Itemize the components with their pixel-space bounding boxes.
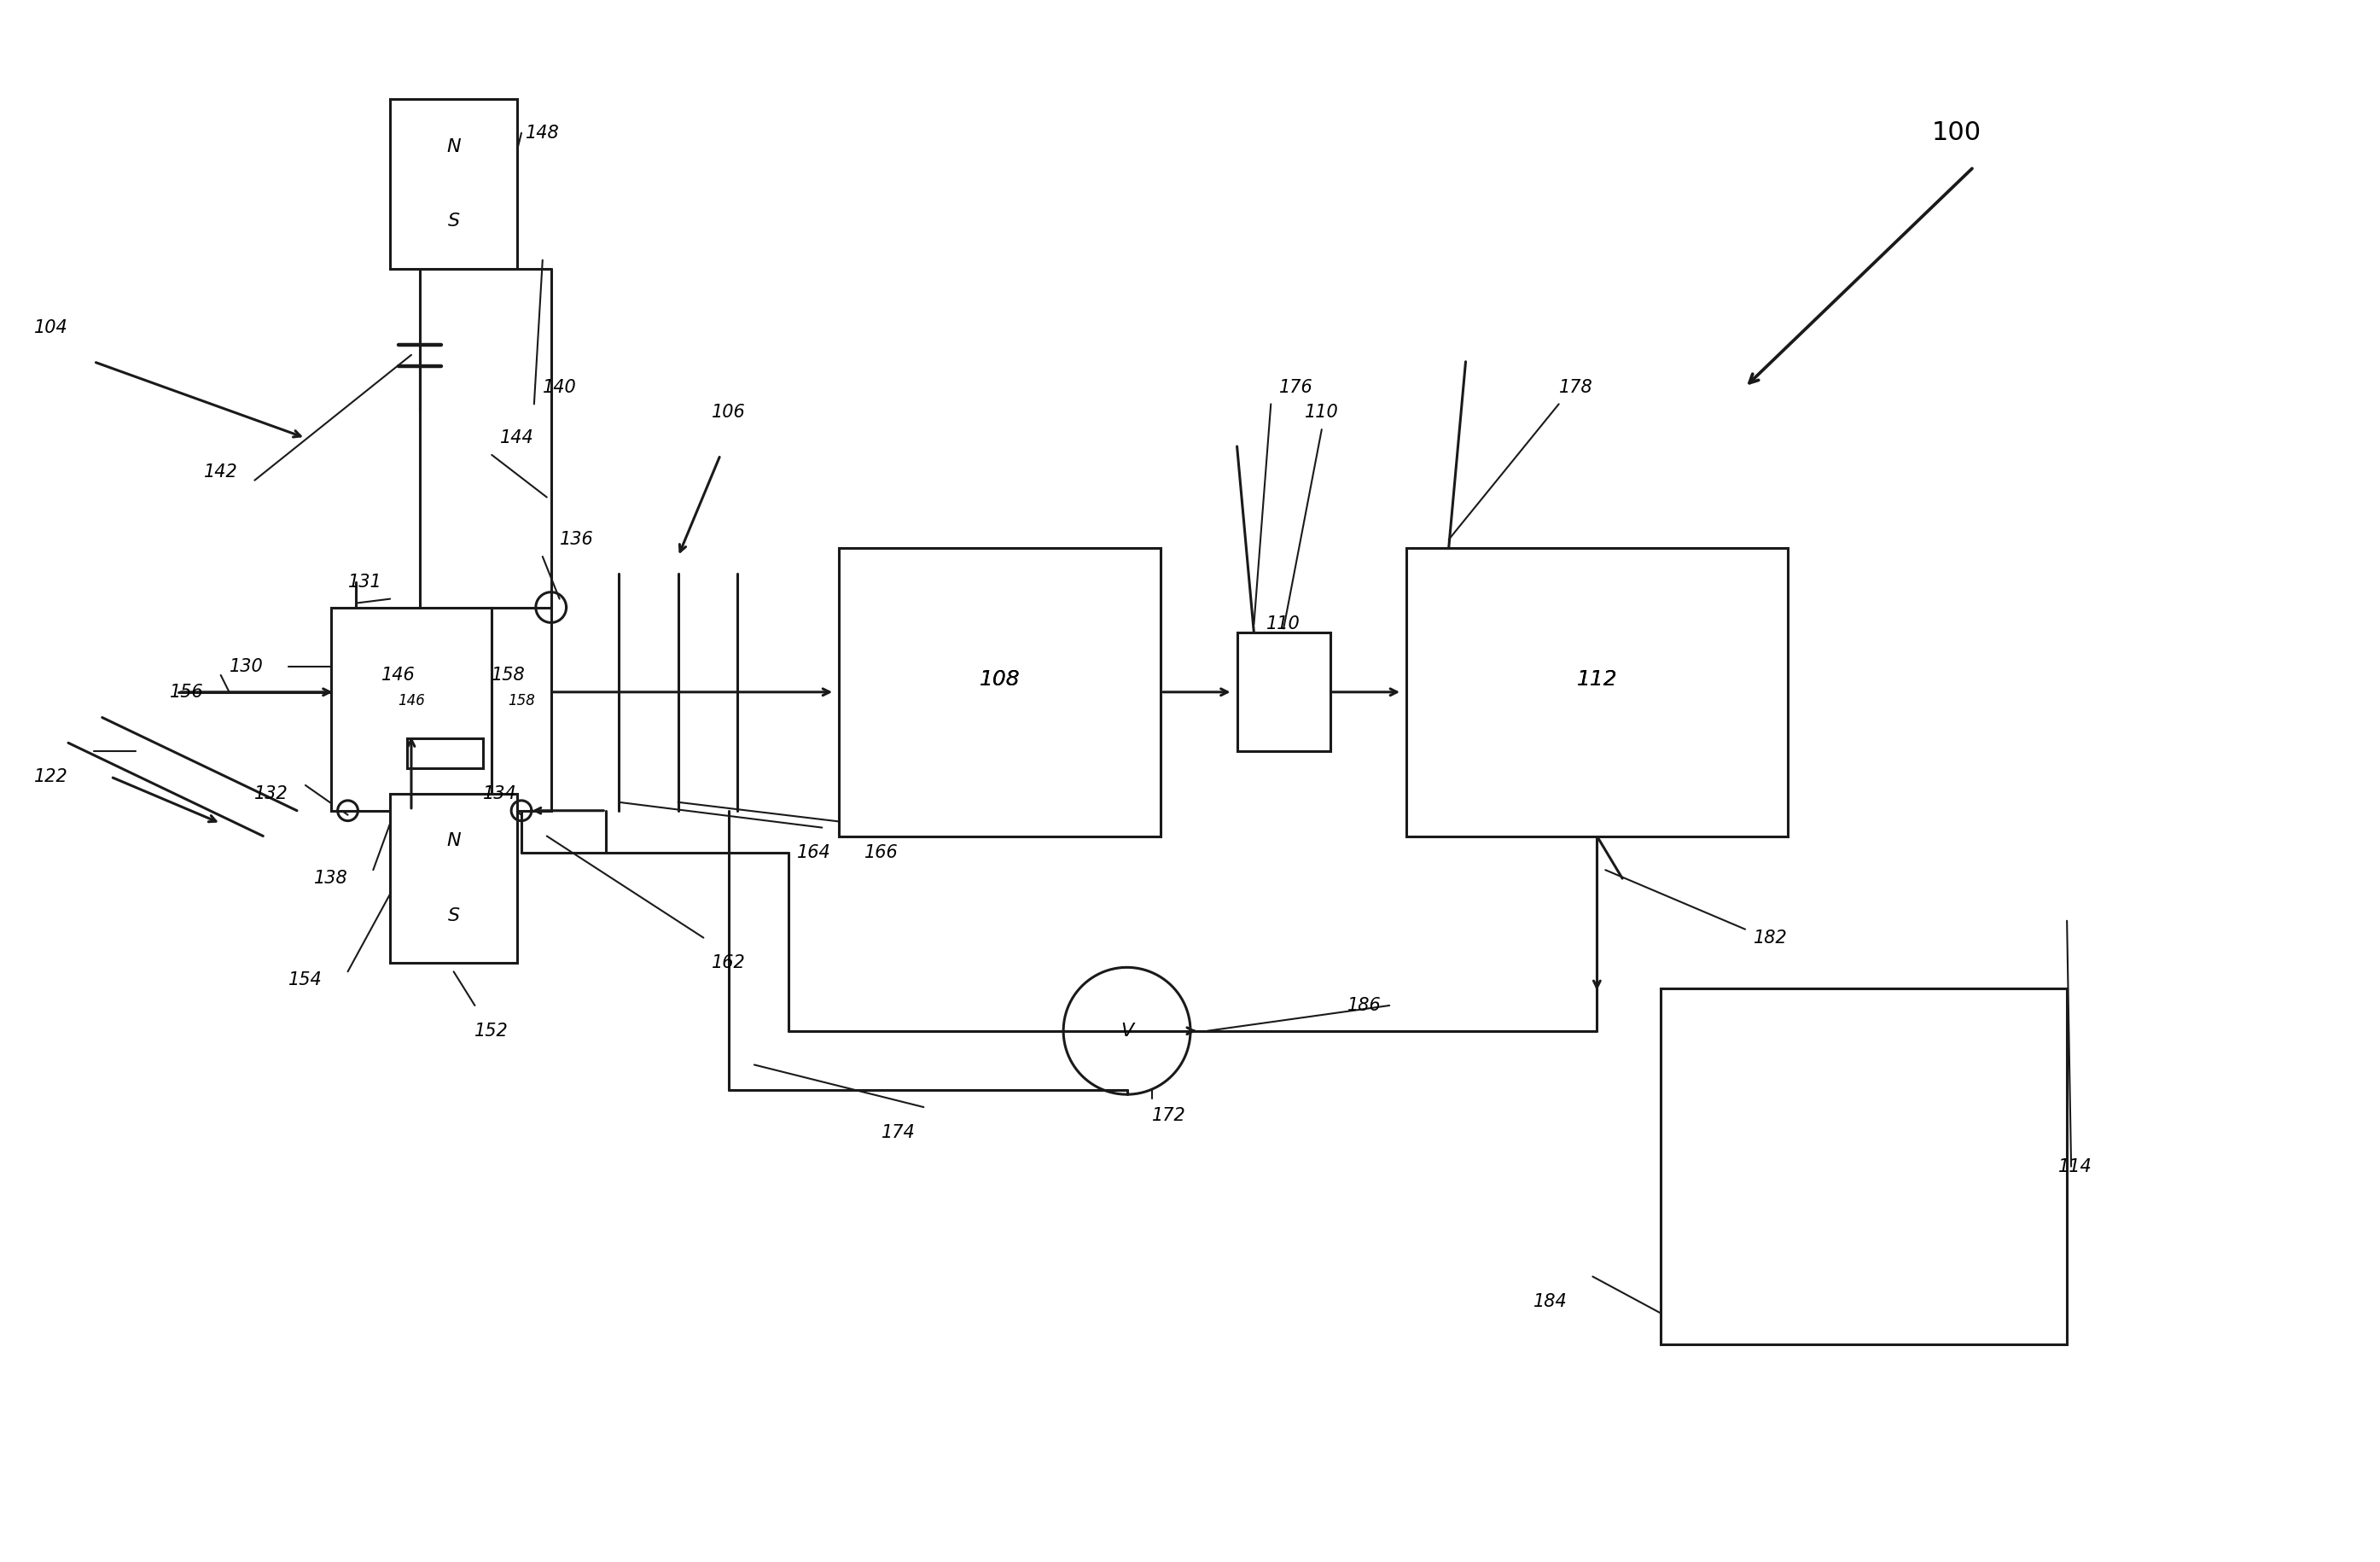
Bar (493, 608, 552, 811)
Text: 182: 182 (1754, 929, 1787, 947)
Text: 146: 146 (397, 694, 426, 708)
Text: 108: 108 (981, 669, 1021, 689)
Text: 184: 184 (1533, 1293, 1568, 1311)
Bar (1661, 989, 2066, 1345)
Text: 112: 112 (1576, 669, 1618, 689)
Text: 131: 131 (347, 573, 381, 590)
Text: N: N (447, 137, 462, 155)
Text: 114: 114 (2059, 1157, 2092, 1175)
Bar (390, 793, 516, 964)
Bar (1238, 633, 1330, 751)
Text: S: S (447, 908, 459, 925)
Text: 146: 146 (381, 667, 416, 684)
Bar (407, 739, 483, 769)
Text: 186: 186 (1347, 997, 1380, 1014)
Text: 108: 108 (981, 669, 1021, 689)
Text: 162: 162 (712, 954, 745, 972)
Text: 144: 144 (500, 430, 533, 447)
Text: 152: 152 (474, 1023, 509, 1039)
Text: 176: 176 (1280, 378, 1314, 395)
Text: 130: 130 (228, 658, 264, 675)
Text: 158: 158 (507, 694, 536, 708)
Text: 110: 110 (1266, 615, 1299, 633)
Bar (840, 548, 1161, 836)
Text: S: S (447, 212, 459, 230)
Text: 156: 156 (169, 684, 205, 701)
Text: 136: 136 (559, 531, 593, 548)
Text: 132: 132 (255, 786, 288, 803)
Text: 134: 134 (483, 786, 516, 803)
Text: 138: 138 (314, 870, 347, 887)
Text: 164: 164 (797, 845, 831, 862)
Text: 140: 140 (543, 378, 576, 395)
Text: 154: 154 (288, 972, 321, 989)
Text: 158: 158 (493, 667, 526, 684)
Text: 172: 172 (1152, 1107, 1185, 1125)
Text: 110: 110 (1304, 405, 1338, 422)
Text: 112: 112 (1576, 669, 1618, 689)
Text: 142: 142 (205, 464, 238, 481)
Text: 104: 104 (33, 319, 69, 336)
Text: 178: 178 (1559, 378, 1592, 395)
Text: 106: 106 (712, 405, 745, 422)
Text: 122: 122 (33, 769, 69, 786)
Bar (390, 98, 516, 269)
Text: 100: 100 (1933, 120, 1983, 145)
Bar (1407, 548, 1787, 836)
Text: 174: 174 (881, 1125, 916, 1142)
Text: N: N (447, 833, 462, 850)
Text: 148: 148 (526, 125, 559, 142)
Bar (331, 608, 493, 811)
Text: 166: 166 (864, 845, 897, 862)
Text: V: V (1121, 1023, 1133, 1039)
